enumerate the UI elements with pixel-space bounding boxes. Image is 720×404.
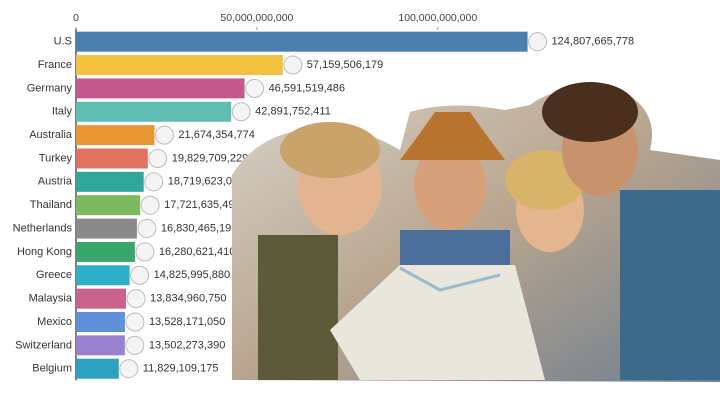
bar (76, 148, 148, 169)
flag-icon (135, 242, 155, 262)
bar (76, 55, 283, 76)
category-label: Hong Kong (17, 246, 72, 258)
flag-icon (245, 78, 265, 98)
bar (76, 241, 135, 262)
category-label: Malaysia (29, 293, 73, 305)
bar (76, 218, 137, 239)
category-label: Australia (29, 129, 73, 141)
value-label: 13,502,273,390 (149, 339, 225, 351)
category-label: Italy (52, 106, 73, 118)
bar (76, 31, 528, 52)
flag-icon (144, 172, 164, 192)
flag-icon (148, 148, 168, 168)
flag-icon (130, 265, 150, 285)
photo-overlay (232, 82, 720, 382)
flag-icon (125, 312, 145, 332)
bar (76, 288, 127, 309)
value-label: 19,829,709,229 (172, 152, 248, 164)
category-label: Austria (38, 176, 73, 188)
category-label: U.S (54, 36, 72, 48)
x-tick-label: 0 (73, 12, 79, 24)
category-label: Belgium (32, 363, 72, 375)
value-label: 16,830,465,193 (161, 222, 237, 234)
value-label: 46,591,519,486 (269, 82, 345, 94)
category-label: Germany (27, 82, 73, 94)
value-label: 13,834,960,750 (150, 293, 226, 305)
flag-icon (125, 335, 145, 355)
x-tick-label: 100,000,000,000 (398, 12, 477, 24)
bar (76, 312, 125, 332)
category-label: Turkey (39, 152, 73, 164)
flag-icon (137, 219, 157, 239)
value-label: 18,719,623,000 (168, 176, 244, 188)
bar (76, 195, 141, 216)
flag-icon (140, 195, 160, 215)
flag-icon (154, 125, 174, 145)
value-label: 11,829,109,175 (143, 363, 219, 375)
value-label: 42,891,752,411 (255, 106, 331, 118)
bar (76, 125, 155, 146)
value-label: 16,280,621,410 (159, 246, 235, 258)
category-label: Netherlands (13, 222, 73, 234)
category-label: Greece (36, 269, 72, 281)
value-label: 14,825,995,880 (154, 269, 230, 281)
x-tick-label: 50,000,000,000 (220, 12, 293, 24)
flag-icon (231, 102, 251, 122)
flag-icon (283, 55, 303, 75)
flag-icon (119, 359, 139, 379)
category-label: Thailand (30, 199, 72, 211)
value-label: 124,807,665,778 (552, 36, 635, 48)
value-label: 13,528,171,050 (149, 316, 225, 328)
category-label: Switzerland (15, 339, 72, 351)
value-label: 21,674,354,774 (178, 129, 254, 141)
bar (76, 101, 232, 122)
flag-icon (126, 289, 146, 309)
category-label: Mexico (37, 316, 72, 328)
bar (76, 335, 125, 356)
bar (76, 358, 119, 379)
value-label: 57,159,506,179 (307, 59, 383, 71)
value-label: 17,721,635,496 (164, 199, 240, 211)
category-label: France (38, 59, 72, 71)
bar (76, 265, 130, 286)
flag-icon (528, 32, 548, 52)
bar (76, 171, 144, 192)
bar (76, 78, 245, 99)
